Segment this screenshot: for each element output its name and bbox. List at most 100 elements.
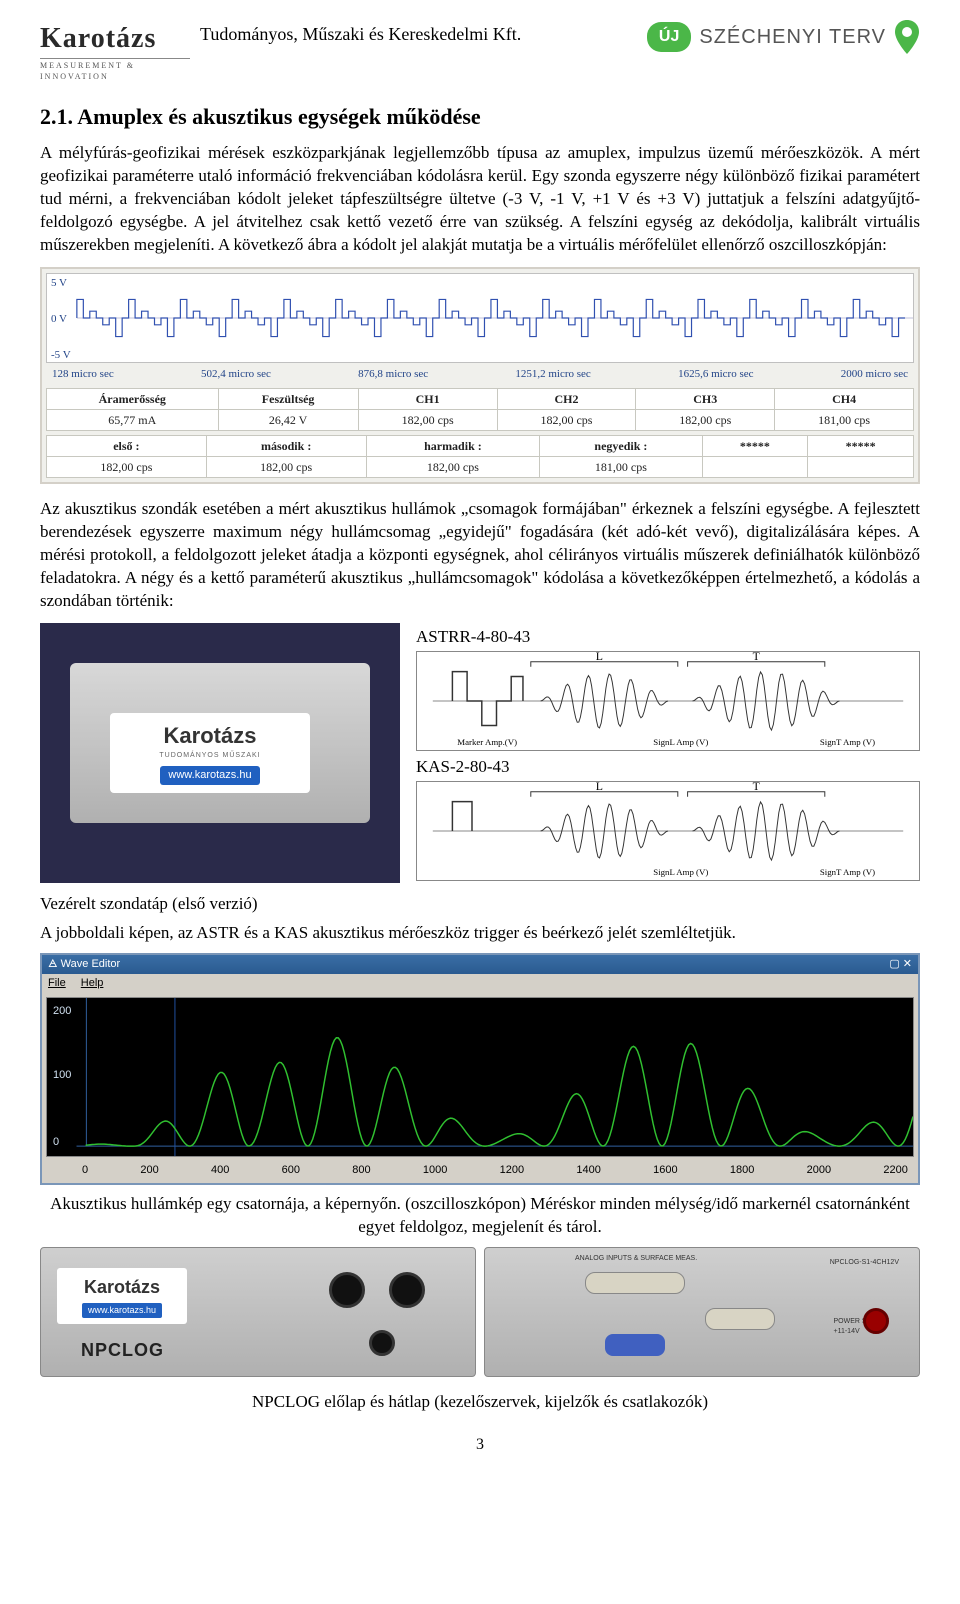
npclog-brand: Karotázs — [84, 1275, 160, 1299]
td: 182,00 cps — [358, 409, 497, 430]
company-name: Tudományos, Műszaki és Kereskedelmi Kft. — [200, 22, 521, 46]
knob-icon — [369, 1330, 395, 1356]
vga-connector-icon — [605, 1334, 665, 1356]
xt: 1800 — [730, 1163, 754, 1178]
xt: 1000 — [423, 1163, 447, 1178]
scope-svg — [47, 274, 913, 362]
oscilloscope-figure: 5 V 0 V -5 V 128 micro sec 502,4 micro s… — [40, 267, 920, 485]
td: 182,00 cps — [636, 409, 775, 430]
caption-jobboldali: A jobboldali képen, az ASTR és a KAS aku… — [40, 922, 920, 945]
td: 182,00 cps — [206, 457, 366, 478]
wave-x-ticks: 0 200 400 600 800 1000 1200 1400 1600 18… — [42, 1161, 918, 1184]
T-label: T — [753, 652, 760, 663]
marker-axis-label: Marker Amp.(V) — [457, 737, 517, 747]
device-sticker: Karotázs TUDOMÁNYOS MŰSZAKI www.karotazs… — [110, 713, 310, 793]
osc-table-2: első : második : harmadik : negyedik : *… — [46, 435, 914, 478]
th: CH3 — [636, 388, 775, 409]
td: 181,00 cps — [775, 409, 914, 430]
device-diagram-row: Karotázs TUDOMÁNYOS MŰSZAKI www.karotazs… — [40, 623, 920, 883]
th: ***** — [702, 435, 808, 456]
npclog-front-panel: Karotázs www.karotazs.hu NPCLOG — [40, 1247, 476, 1377]
signt-axis-label: SignT Amp (V) — [820, 737, 875, 747]
back-title: ANALOG INPUTS & SURFACE MEAS. — [575, 1254, 697, 1263]
astrr-svg: L T Marker Amp.(V) SignL Amp (V) SignT A… — [417, 652, 919, 750]
xtick: 2000 micro sec — [841, 367, 908, 382]
xt: 400 — [211, 1163, 229, 1178]
menu-help[interactable]: Help — [81, 977, 104, 989]
header-left: Karotázs MEASUREMENT & INNOVATION Tudomá… — [40, 20, 521, 82]
td: 182,00 cps — [47, 457, 207, 478]
logo-sub-text: MEASUREMENT & INNOVATION — [40, 58, 190, 83]
xt: 2000 — [807, 1163, 831, 1178]
menu-file[interactable]: File — [48, 977, 66, 989]
header-right: ÚJ SZÉCHENYI TERV — [647, 20, 920, 54]
th: második : — [206, 435, 366, 456]
td: 182,00 cps — [366, 457, 540, 478]
astrr-label: ASTRR-4-80-43 — [416, 626, 920, 649]
td: 65,77 mA — [47, 409, 219, 430]
astrr-signal-box: L T Marker Amp.(V) SignL Amp (V) SignT A… — [416, 651, 920, 751]
knob-icon — [329, 1272, 365, 1308]
signt-axis-label: SignT Amp (V) — [820, 867, 875, 877]
th: CH2 — [497, 388, 636, 409]
scope-waveform-area: 5 V 0 V -5 V — [46, 273, 914, 363]
window-controls: ▢ ✕ — [889, 957, 912, 972]
karotazs-logo: Karotázs MEASUREMENT & INNOVATION — [40, 20, 190, 82]
kas-signal-box: L T SignL Amp (V) SignT Amp (V) — [416, 781, 920, 881]
logo-main-text: Karotázs — [40, 20, 190, 58]
th: ***** — [808, 435, 914, 456]
xt: 1600 — [653, 1163, 677, 1178]
wave-svg — [47, 998, 913, 1156]
xtick: 502,4 micro sec — [201, 367, 271, 382]
dsub-connector-icon — [585, 1272, 685, 1294]
caption-vezerelt: Vezérelt szondatáp (első verzió) — [40, 893, 920, 916]
T-label: T — [753, 782, 760, 793]
paragraph-2: Az akusztikus szondák esetében a mért ak… — [40, 498, 920, 613]
xtick: 128 micro sec — [52, 367, 114, 382]
paragraph-1: A mélyfúrás-geofizikai mérések eszközpar… — [40, 142, 920, 257]
th: CH4 — [775, 388, 914, 409]
page-header: Karotázs MEASUREMENT & INNOVATION Tudomá… — [40, 20, 920, 82]
th: első : — [47, 435, 207, 456]
kas-svg: L T SignL Amp (V) SignT Amp (V) — [417, 782, 919, 880]
npclog-sticker: Karotázs www.karotazs.hu — [57, 1268, 187, 1324]
kas-label: KAS-2-80-43 — [416, 756, 920, 779]
td — [702, 457, 808, 478]
wave-title-text: 🜁 Wave Editor — [48, 957, 120, 972]
xt: 0 — [82, 1163, 88, 1178]
xt: 1400 — [576, 1163, 600, 1178]
pin-icon — [894, 20, 920, 54]
xt: 1200 — [500, 1163, 524, 1178]
dsub-connector-icon — [705, 1308, 775, 1330]
sticker-url: www.karotazs.hu — [160, 766, 259, 785]
th: negyedik : — [540, 435, 702, 456]
th: harmadik : — [366, 435, 540, 456]
model-label: NPCLOG-S1-4CH12V — [830, 1258, 899, 1267]
scope-x-ticks: 128 micro sec 502,4 micro sec 876,8 micr… — [46, 365, 914, 384]
npclog-url: www.karotazs.hu — [82, 1303, 162, 1317]
device-photo: Karotázs TUDOMÁNYOS MŰSZAKI www.karotazs… — [40, 623, 400, 883]
npclog-label: NPCLOG — [81, 1338, 164, 1362]
td: 26,42 V — [218, 409, 358, 430]
caption-npclog: NPCLOG előlap és hátlap (kezelőszervek, … — [40, 1391, 920, 1414]
xt: 800 — [352, 1163, 370, 1178]
signl-axis-label: SignL Amp (V) — [653, 867, 708, 877]
sticker-sub: TUDOMÁNYOS MŰSZAKI — [159, 751, 260, 760]
signl-axis-label: SignL Amp (V) — [653, 737, 708, 747]
signal-diagrams: ASTRR-4-80-43 L T Marker Amp.(V) S — [416, 623, 920, 883]
caption-akusztikus: Akusztikus hullámkép egy csatornája, a k… — [40, 1193, 920, 1239]
section-title: 2.1. Amuplex és akusztikus egységek műkö… — [40, 102, 920, 132]
wave-menubar[interactable]: File Help — [42, 974, 918, 993]
kas-block: KAS-2-80-43 L T SignL Amp (V) SignT Amp … — [416, 756, 920, 881]
knob-icon — [389, 1272, 425, 1308]
td — [808, 457, 914, 478]
npclog-back-panel: ANALOG INPUTS & SURFACE MEAS. NPCLOG-S1-… — [484, 1247, 920, 1377]
wave-titlebar: 🜁 Wave Editor ▢ ✕ — [42, 955, 918, 974]
npclog-row: Karotázs www.karotazs.hu NPCLOG ANALOG I… — [40, 1247, 920, 1377]
osc-table-1: Áramerősség Feszültség CH1 CH2 CH3 CH4 6… — [46, 388, 914, 431]
xtick: 1625,6 micro sec — [678, 367, 753, 382]
th: Feszültség — [218, 388, 358, 409]
sticker-brand: Karotázs — [164, 721, 257, 751]
td: 182,00 cps — [497, 409, 636, 430]
xt: 200 — [140, 1163, 158, 1178]
